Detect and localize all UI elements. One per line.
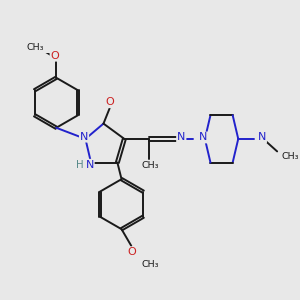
Text: N: N (85, 160, 94, 170)
Text: N: N (80, 132, 88, 142)
Text: N: N (258, 133, 266, 142)
Text: O: O (50, 50, 59, 61)
Text: O: O (127, 247, 136, 257)
Text: CH₃: CH₃ (142, 161, 160, 170)
Text: CH₃: CH₃ (27, 43, 44, 52)
Text: CH₃: CH₃ (281, 152, 299, 160)
Text: CH₃: CH₃ (142, 260, 160, 269)
Text: H: H (76, 160, 83, 170)
Text: N: N (199, 133, 208, 142)
Text: O: O (105, 97, 114, 107)
Text: N: N (177, 133, 185, 142)
